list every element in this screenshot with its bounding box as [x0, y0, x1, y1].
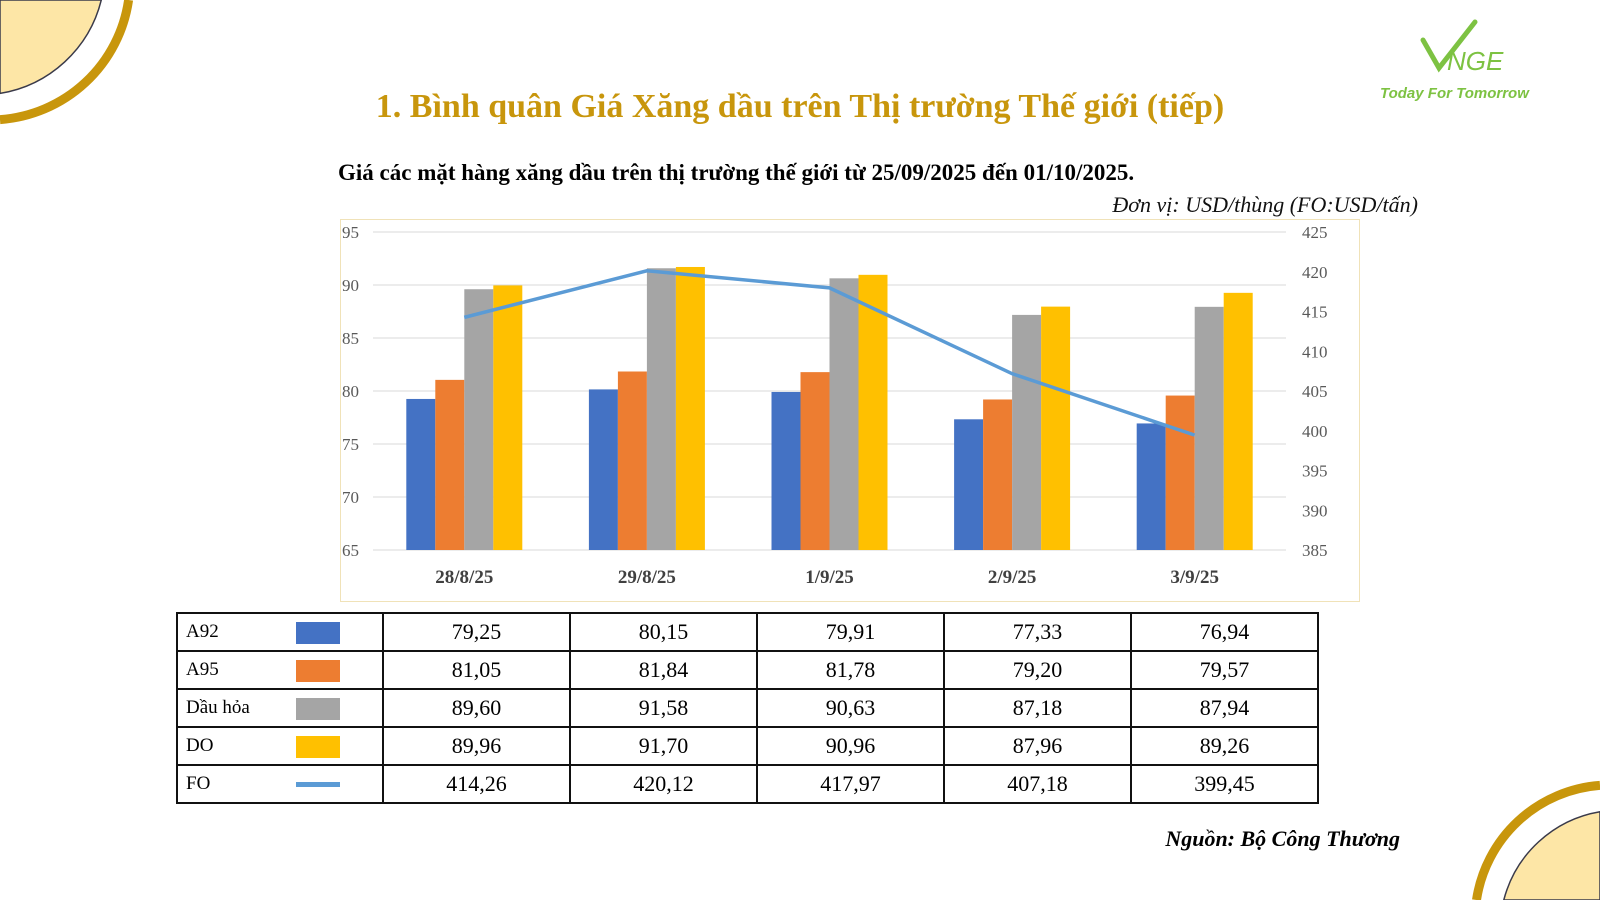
value-cell: 79,57	[1130, 650, 1319, 690]
y-tick-label: 80	[342, 382, 359, 401]
series-label-cell: Dầu hỏa	[176, 688, 384, 728]
y2-tick-label: 420	[1302, 263, 1328, 282]
value-cell: 76,94	[1130, 612, 1319, 652]
series-name: A95	[186, 659, 219, 680]
bar-a95	[435, 379, 465, 550]
value-cell: 81,84	[569, 650, 758, 690]
y-tick-label: 95	[342, 223, 359, 242]
series-name: DO	[186, 735, 214, 756]
table-row: A95 81,05 81,84 81,78 79,20 79,57	[176, 650, 1319, 690]
x-tick-label: 1/9/25	[805, 567, 854, 588]
logo-tagline: Today For Tomorrow	[1380, 85, 1530, 102]
bar-dầu-hỏa	[1194, 306, 1224, 550]
x-tick-label: 2/9/25	[988, 567, 1037, 588]
legend-swatch	[296, 660, 340, 682]
bar-dầu-hỏa	[464, 289, 494, 550]
value-cell: 79,91	[756, 612, 945, 652]
chart-title: Giá các mặt hàng xăng dầu trên thị trườn…	[338, 160, 1135, 185]
bar-do	[1223, 292, 1253, 550]
bar-dầu-hỏa	[1012, 314, 1042, 550]
y-tick-label: 75	[342, 435, 359, 454]
series-label-cell: FO	[176, 764, 384, 804]
bar-a92	[1136, 423, 1166, 550]
x-tick-label: 29/8/25	[618, 567, 676, 588]
bar-a92	[954, 419, 984, 550]
bar-dầu-hỏa	[829, 278, 859, 550]
y2-tick-label: 390	[1302, 501, 1328, 520]
unit-label: Đơn vị: USD/thùng (FO:USD/tấn)	[1112, 192, 1418, 217]
series-label-cell: A92	[176, 612, 384, 652]
value-cell: 414,26	[382, 764, 571, 804]
value-cell: 90,96	[756, 726, 945, 766]
y2-tick-label: 415	[1302, 303, 1328, 322]
y-tick-label: 90	[342, 276, 359, 295]
value-cell: 399,45	[1130, 764, 1319, 804]
y2-tick-label: 405	[1302, 382, 1328, 401]
legend-swatch	[296, 698, 340, 720]
corner-decoration-bottom-right	[1472, 780, 1600, 900]
value-cell: 87,94	[1130, 688, 1319, 728]
x-tick-label: 28/8/25	[435, 567, 493, 588]
table-row: FO 414,26 420,12 417,97 407,18 399,45	[176, 764, 1319, 804]
value-cell: 79,25	[382, 612, 571, 652]
bar-do	[675, 266, 705, 550]
bar-do	[858, 274, 888, 550]
value-cell: 89,26	[1130, 726, 1319, 766]
series-name: Dầu hỏa	[186, 697, 250, 718]
bar-a95	[1165, 395, 1195, 550]
value-cell: 80,15	[569, 612, 758, 652]
y-tick-label: 65	[342, 541, 359, 560]
series-label-cell: A95	[176, 650, 384, 690]
bar-a92	[771, 391, 801, 550]
series-name: A92	[186, 621, 219, 642]
y-tick-label: 70	[342, 488, 359, 507]
legend-swatch	[296, 736, 340, 758]
bar-a95	[983, 399, 1013, 550]
page-title: 1. Bình quân Giá Xăng dầu trên Thị trườn…	[375, 88, 1225, 125]
svg-text:NGE: NGE	[1447, 46, 1504, 76]
bar-a95	[617, 371, 647, 550]
y2-tick-label: 400	[1302, 422, 1328, 441]
y2-tick-label: 410	[1302, 342, 1328, 361]
bar-a92	[588, 389, 618, 550]
value-cell: 91,58	[569, 688, 758, 728]
source-note: Nguồn: Bộ Công Thương	[1165, 826, 1400, 851]
bar-do	[493, 285, 523, 550]
y-tick-label: 85	[342, 329, 359, 348]
value-cell: 87,18	[943, 688, 1132, 728]
table-row: DO 89,96 91,70 90,96 87,96 89,26	[176, 726, 1319, 766]
value-cell: 420,12	[569, 764, 758, 804]
value-cell: 81,78	[756, 650, 945, 690]
y2-tick-label: 425	[1302, 223, 1328, 242]
value-cell: 77,33	[943, 612, 1132, 652]
y2-tick-label: 385	[1302, 541, 1328, 560]
value-cell: 79,20	[943, 650, 1132, 690]
legend-swatch	[296, 782, 340, 787]
value-cell: 90,63	[756, 688, 945, 728]
value-cell: 81,05	[382, 650, 571, 690]
value-cell: 89,60	[382, 688, 571, 728]
value-cell: 89,96	[382, 726, 571, 766]
value-cell: 417,97	[756, 764, 945, 804]
vnge-logo: NGE Today For Tomorrow	[1380, 18, 1595, 108]
chart-area: 65 70 75 80 85 90 95 385 390 395 400 405 410 415 420 42…	[340, 219, 1360, 602]
value-cell: 407,18	[943, 764, 1132, 804]
data-table: A92 79,25 80,15 79,91 77,33 76,94 A95 81,05 81,8…	[176, 612, 1319, 804]
series-name: FO	[186, 773, 211, 794]
value-cell: 91,70	[569, 726, 758, 766]
x-tick-label: 3/9/25	[1170, 567, 1219, 588]
value-cell: 87,96	[943, 726, 1132, 766]
combo-chart: 65 70 75 80 85 90 95 385 390 395 400 405 410 415 420 42…	[342, 223, 1328, 588]
corner-decoration-top-left	[0, 0, 134, 125]
bar-dầu-hỏa	[646, 268, 676, 550]
table-row: Dầu hỏa 89,60 91,58 90,63 87,18 87,94	[176, 688, 1319, 728]
y2-tick-label: 395	[1302, 462, 1328, 481]
bar-a92	[406, 398, 436, 550]
bar-do	[1041, 306, 1071, 550]
table-row: A92 79,25 80,15 79,91 77,33 76,94	[176, 612, 1319, 652]
series-label-cell: DO	[176, 726, 384, 766]
legend-swatch	[296, 622, 340, 644]
bar-a95	[800, 372, 830, 550]
